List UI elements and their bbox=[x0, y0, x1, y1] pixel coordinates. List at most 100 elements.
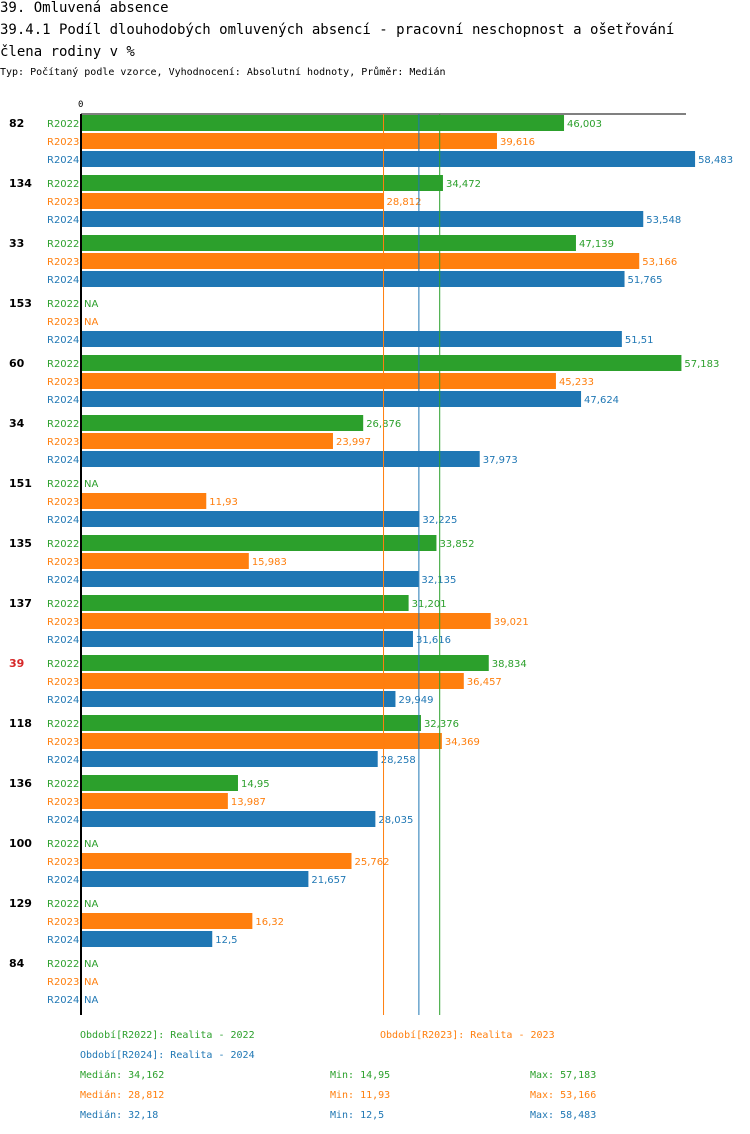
stat-min-r2022: Min: 14,95 bbox=[330, 1070, 391, 1081]
stat-max-r2023: Max: 53,166 bbox=[530, 1090, 597, 1101]
bar-134-R2022 bbox=[81, 175, 443, 191]
value-label-60-R2022: 57,183 bbox=[684, 359, 719, 370]
series-label-34-R2022: R2022 bbox=[47, 419, 79, 430]
series-label-136-R2024: R2024 bbox=[47, 815, 79, 826]
value-label-153-R2023: NA bbox=[84, 317, 98, 328]
series-label-134-R2024: R2024 bbox=[47, 215, 79, 226]
bar-153-R2024 bbox=[81, 331, 622, 347]
series-label-151-R2022: R2022 bbox=[47, 479, 79, 490]
bar-34-R2024 bbox=[81, 451, 480, 467]
category-label-135: 135 bbox=[9, 537, 32, 550]
bar-118-R2022 bbox=[81, 715, 421, 731]
bar-60-R2022 bbox=[81, 355, 682, 371]
value-label-153-R2022: NA bbox=[84, 299, 98, 310]
series-label-84-R2023: R2023 bbox=[47, 977, 79, 988]
bar-137-R2024 bbox=[81, 631, 413, 647]
bar-82-R2023 bbox=[81, 133, 497, 149]
bar-136-R2024 bbox=[81, 811, 376, 827]
series-label-82-R2024: R2024 bbox=[47, 155, 79, 166]
value-label-84-R2023: NA bbox=[84, 977, 98, 988]
value-label-134-R2024: 53,548 bbox=[646, 215, 681, 226]
series-label-100-R2023: R2023 bbox=[47, 857, 79, 868]
category-label-129: 129 bbox=[9, 897, 32, 910]
series-label-100-R2024: R2024 bbox=[47, 875, 79, 886]
series-label-136-R2023: R2023 bbox=[47, 797, 79, 808]
series-label-39-R2022: R2022 bbox=[47, 659, 79, 670]
series-label-136-R2022: R2022 bbox=[47, 779, 79, 790]
bar-129-R2024 bbox=[81, 931, 213, 947]
series-label-82-R2023: R2023 bbox=[47, 137, 79, 148]
series-label-129-R2024: R2024 bbox=[47, 935, 79, 946]
bar-33-R2024 bbox=[81, 271, 625, 287]
value-label-84-R2024: NA bbox=[84, 995, 98, 1006]
value-label-151-R2022: NA bbox=[84, 479, 98, 490]
page-title: 39. Omluvená absence bbox=[0, 0, 169, 16]
value-label-33-R2022: 47,139 bbox=[579, 239, 614, 250]
stat-median-r2022: Medián: 34,162 bbox=[80, 1070, 165, 1081]
series-label-153-R2022: R2022 bbox=[47, 299, 79, 310]
value-label-134-R2023: 28,812 bbox=[387, 197, 422, 208]
legend-r2023: Období[R2023]: Realita - 2023 bbox=[380, 1030, 555, 1041]
bar-151-R2024 bbox=[81, 511, 420, 527]
series-label-151-R2023: R2023 bbox=[47, 497, 79, 508]
value-label-82-R2022: 46,003 bbox=[567, 119, 602, 130]
category-label-134: 134 bbox=[9, 177, 32, 190]
series-label-34-R2024: R2024 bbox=[47, 455, 79, 466]
value-label-33-R2024: 51,765 bbox=[628, 275, 663, 286]
bar-118-R2024 bbox=[81, 751, 378, 767]
value-label-135-R2022: 33,852 bbox=[439, 539, 474, 550]
bar-60-R2024 bbox=[81, 391, 582, 407]
series-label-118-R2022: R2022 bbox=[47, 719, 79, 730]
series-label-135-R2024: R2024 bbox=[47, 575, 79, 586]
category-label-151: 151 bbox=[9, 477, 32, 490]
series-label-134-R2022: R2022 bbox=[47, 179, 79, 190]
category-label-118: 118 bbox=[9, 717, 32, 730]
value-label-129-R2022: NA bbox=[84, 899, 98, 910]
stat-min-r2024: Min: 12,5 bbox=[330, 1110, 385, 1121]
bar-33-R2023 bbox=[81, 253, 640, 269]
value-label-39-R2023: 36,457 bbox=[467, 677, 502, 688]
bar-136-R2023 bbox=[81, 793, 228, 809]
category-label-34: 34 bbox=[9, 417, 25, 430]
value-label-135-R2024: 32,135 bbox=[421, 575, 456, 586]
bar-39-R2023 bbox=[81, 673, 464, 689]
bar-33-R2022 bbox=[81, 235, 576, 251]
stat-median-r2023: Medián: 28,812 bbox=[80, 1090, 165, 1101]
series-label-153-R2024: R2024 bbox=[47, 335, 79, 346]
value-label-137-R2022: 31,201 bbox=[412, 599, 447, 610]
value-label-60-R2024: 47,624 bbox=[584, 395, 619, 406]
value-label-129-R2023: 16,32 bbox=[255, 917, 284, 928]
bar-151-R2023 bbox=[81, 493, 207, 509]
series-label-118-R2024: R2024 bbox=[47, 755, 79, 766]
series-label-60-R2023: R2023 bbox=[47, 377, 79, 388]
series-label-33-R2022: R2022 bbox=[47, 239, 79, 250]
value-label-135-R2023: 15,983 bbox=[252, 557, 287, 568]
category-label-33: 33 bbox=[9, 237, 24, 250]
stat-min-r2023: Min: 11,93 bbox=[330, 1090, 391, 1101]
value-label-137-R2023: 39,021 bbox=[494, 617, 529, 628]
series-label-82-R2022: R2022 bbox=[47, 119, 79, 130]
value-label-100-R2024: 21,657 bbox=[311, 875, 346, 886]
bar-134-R2023 bbox=[81, 193, 384, 209]
bar-39-R2022 bbox=[81, 655, 489, 671]
value-label-33-R2023: 53,166 bbox=[642, 257, 677, 268]
value-label-39-R2024: 29,949 bbox=[398, 695, 433, 706]
category-label-100: 100 bbox=[9, 837, 32, 850]
category-label-60: 60 bbox=[9, 357, 25, 370]
bar-137-R2023 bbox=[81, 613, 491, 629]
series-label-137-R2022: R2022 bbox=[47, 599, 79, 610]
series-label-60-R2022: R2022 bbox=[47, 359, 79, 370]
value-label-137-R2024: 31,616 bbox=[416, 635, 451, 646]
category-label-136: 136 bbox=[9, 777, 32, 790]
bar-135-R2024 bbox=[81, 571, 419, 587]
series-label-129-R2023: R2023 bbox=[47, 917, 79, 928]
bar-82-R2024 bbox=[81, 151, 696, 167]
series-label-137-R2023: R2023 bbox=[47, 617, 79, 628]
value-label-136-R2022: 14,95 bbox=[241, 779, 270, 790]
value-label-118-R2023: 34,369 bbox=[445, 737, 480, 748]
x-axis-zero-label: 0 bbox=[78, 100, 83, 110]
bar-136-R2022 bbox=[81, 775, 238, 791]
value-label-39-R2022: 38,834 bbox=[492, 659, 527, 670]
value-label-82-R2023: 39,616 bbox=[500, 137, 535, 148]
bar-100-R2023 bbox=[81, 853, 352, 869]
